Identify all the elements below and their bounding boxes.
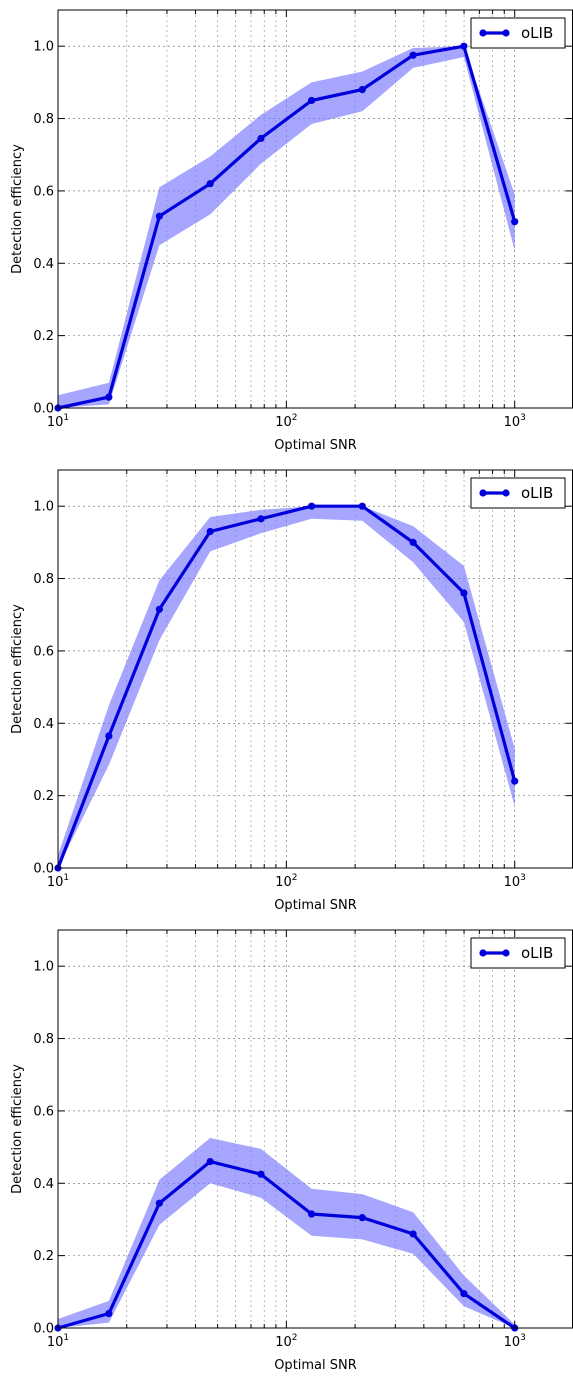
legend-marker xyxy=(502,949,510,957)
y-tick-label: 0.2 xyxy=(33,329,54,344)
y-tick-label: 0.0 xyxy=(33,402,54,417)
data-point xyxy=(460,589,468,597)
data-point xyxy=(409,1230,417,1238)
x-tick-label: 101 xyxy=(47,413,69,430)
data-point xyxy=(409,51,417,59)
data-point xyxy=(206,1157,214,1166)
data-point xyxy=(511,777,519,785)
chart-plot-area: 101 102 103 0.0 0.2 0.4 0.6 0.8 1.0 oLIB xyxy=(33,469,573,890)
legend-marker xyxy=(479,949,487,957)
series-line xyxy=(57,1160,516,1330)
y-tick-label: 0.0 xyxy=(33,1322,54,1337)
legend-marker xyxy=(479,29,487,37)
y-tick-label: 0.8 xyxy=(33,1032,54,1047)
data-point xyxy=(358,1214,366,1222)
legend-label: oLIB xyxy=(521,484,553,502)
y-tick-label: 0.4 xyxy=(33,1177,54,1192)
grid xyxy=(57,10,573,409)
y-tick-label: 0.8 xyxy=(33,572,54,587)
data-point xyxy=(308,1210,316,1218)
data-point xyxy=(257,515,265,523)
data-point xyxy=(511,218,519,226)
y-tick-label: 0.4 xyxy=(33,717,54,732)
data-point xyxy=(155,605,163,613)
y-tick-label: 0.8 xyxy=(33,112,54,127)
y-tick-label: 0.2 xyxy=(33,789,54,804)
data-point xyxy=(206,180,214,188)
legend: oLIB xyxy=(470,937,566,969)
x-axis-label: Optimal SNR xyxy=(274,438,357,453)
y-axis-label: Detection efficiency xyxy=(10,144,25,274)
y-axis-label: Detection efficiency xyxy=(10,1064,25,1194)
data-point xyxy=(155,1199,163,1207)
series-line xyxy=(56,504,517,869)
legend-label: oLIB xyxy=(521,24,553,42)
data-point xyxy=(257,1170,265,1178)
x-tick-label: 103 xyxy=(504,873,526,890)
x-tick-label: 102 xyxy=(275,413,297,430)
data-point xyxy=(105,393,113,401)
data-point xyxy=(257,134,265,143)
x-tick-label: 103 xyxy=(504,1333,526,1350)
data-point xyxy=(308,502,316,510)
y-tick-label: 1.0 xyxy=(33,500,54,515)
x-axis-label: Optimal SNR xyxy=(274,898,357,913)
confidence-band xyxy=(58,1138,515,1328)
data-point xyxy=(308,96,316,105)
data-point xyxy=(155,212,163,220)
y-tick-label: 0.2 xyxy=(33,1249,54,1264)
y-tick-label: 0.6 xyxy=(33,644,54,659)
y-tick-label: 0.6 xyxy=(33,1104,54,1119)
axes-frame xyxy=(57,9,573,409)
chart-panel-3: 101 102 103 0.0 0.2 0.4 0.6 0.8 1.0 oLIB Detectio… xyxy=(0,920,573,1378)
data-point xyxy=(460,42,468,50)
data-point xyxy=(358,86,366,94)
series-line xyxy=(57,44,517,410)
y-tick-label: 0.0 xyxy=(33,862,54,877)
legend: oLIB xyxy=(470,477,566,509)
data-point xyxy=(460,1290,468,1298)
data-point xyxy=(105,732,113,740)
x-axis-label: Optimal SNR xyxy=(274,1358,357,1373)
x-tick-label: 102 xyxy=(275,1333,297,1350)
chart-plot-area: 101 102 103 0.0 0.2 0.4 0.6 0.8 1.0 oLIB xyxy=(33,929,573,1350)
x-tick-label: 102 xyxy=(275,873,297,890)
y-tick-label: 1.0 xyxy=(33,960,54,975)
legend-marker xyxy=(502,489,510,497)
confidence-band xyxy=(58,506,515,868)
y-axis-label: Detection efficiency xyxy=(10,604,25,734)
chart-plot-area: 101 102 103 0.0 0.2 0.4 0.6 0.8 1.0 oLIB xyxy=(33,9,573,430)
x-tick-label: 103 xyxy=(504,413,526,430)
legend: oLIB xyxy=(470,17,566,49)
chart-panel-1: 101 102 103 0.0 0.2 0.4 0.6 0.8 1.0 oLIB Detectio… xyxy=(0,0,573,458)
data-point xyxy=(409,538,417,546)
x-tick-label: 101 xyxy=(47,873,69,890)
y-tick-label: 1.0 xyxy=(33,40,54,55)
data-point xyxy=(206,527,214,536)
data-point xyxy=(105,1309,113,1318)
legend-marker xyxy=(502,29,510,37)
legend-marker xyxy=(479,489,487,497)
y-tick-label: 0.4 xyxy=(33,257,54,272)
y-tick-label: 0.6 xyxy=(33,184,54,199)
x-tick-label: 101 xyxy=(47,1333,69,1350)
chart-panel-2: 101 102 103 0.0 0.2 0.4 0.6 0.8 1.0 oLIB Detectio… xyxy=(0,460,573,918)
data-point xyxy=(358,502,366,510)
legend-label: oLIB xyxy=(521,944,553,962)
